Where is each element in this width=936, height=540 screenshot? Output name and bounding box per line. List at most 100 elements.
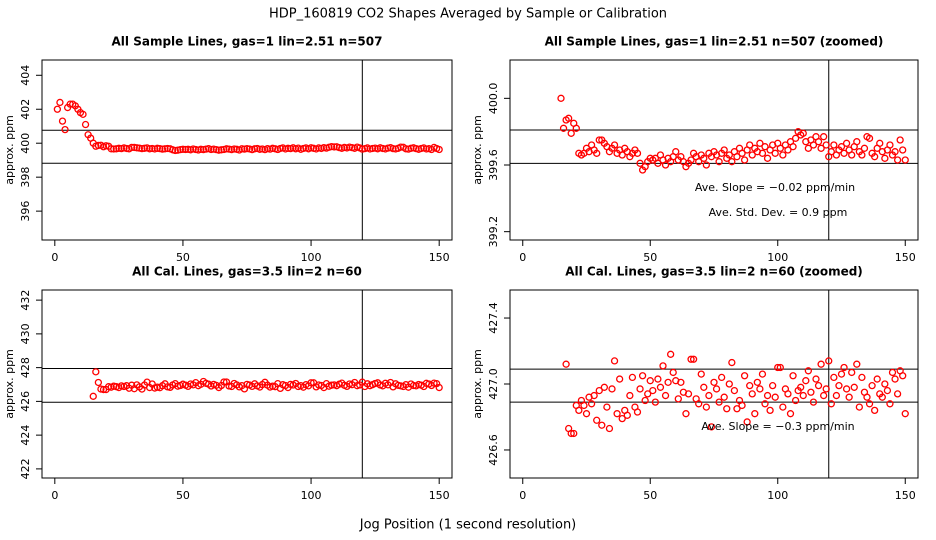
point — [626, 391, 634, 400]
point — [661, 391, 670, 400]
annotation: Ave. Slope = −0.3 ppm/min — [701, 420, 854, 433]
point — [840, 363, 848, 372]
point — [140, 144, 149, 152]
point — [720, 146, 728, 154]
point — [893, 156, 902, 164]
point — [435, 383, 443, 392]
point — [848, 368, 856, 377]
point — [707, 423, 716, 431]
point — [705, 391, 713, 400]
point — [802, 377, 810, 385]
point — [761, 143, 769, 151]
point — [763, 391, 772, 400]
point — [623, 411, 631, 419]
point — [715, 398, 723, 406]
point — [595, 386, 603, 395]
x-tick-label: 50 — [176, 251, 190, 264]
y-tick-label: 424 — [19, 425, 32, 446]
point — [633, 149, 642, 157]
point — [753, 378, 761, 387]
point — [176, 146, 185, 154]
point — [659, 362, 667, 370]
point — [667, 350, 675, 358]
point — [871, 406, 879, 415]
x-tick-label: 50 — [643, 251, 657, 264]
point — [733, 405, 741, 413]
x-tick-label: 100 — [301, 251, 322, 264]
point — [728, 158, 736, 166]
point — [220, 378, 228, 386]
x-tick-label: 0 — [51, 251, 58, 264]
point — [687, 355, 695, 363]
point — [608, 385, 616, 393]
point — [179, 145, 187, 153]
point — [873, 375, 881, 383]
point — [307, 379, 315, 387]
y-axis-label: approx. ppm — [471, 349, 484, 419]
point — [327, 142, 336, 151]
point — [888, 368, 897, 377]
point — [863, 393, 871, 401]
point — [610, 357, 619, 365]
point — [115, 144, 123, 152]
point — [827, 148, 835, 156]
point — [738, 401, 746, 410]
point — [89, 392, 97, 400]
point — [613, 410, 621, 418]
point — [79, 110, 87, 118]
point — [646, 377, 654, 385]
point — [835, 381, 843, 390]
point — [799, 129, 807, 137]
point — [327, 381, 336, 389]
point — [789, 372, 797, 380]
point — [738, 149, 746, 157]
point — [776, 144, 784, 152]
point — [654, 159, 662, 167]
point — [616, 375, 624, 383]
point — [771, 393, 779, 401]
point — [107, 145, 115, 153]
point — [153, 144, 161, 152]
y-tick-label: 428 — [19, 357, 32, 378]
point — [94, 378, 103, 387]
point — [222, 145, 231, 153]
point — [784, 146, 792, 154]
point — [243, 144, 251, 153]
point — [256, 145, 264, 153]
point — [865, 400, 874, 408]
x-tick-label: 50 — [643, 489, 657, 502]
point — [593, 416, 601, 424]
point — [677, 378, 685, 387]
point — [763, 154, 772, 162]
plot-area — [510, 290, 918, 478]
point — [710, 378, 718, 387]
panel-title: All Cal. Lines, gas=3.5 lin=2 n=60 (zoom… — [565, 265, 863, 279]
y-tick-label: 430 — [19, 323, 32, 344]
point — [330, 143, 338, 151]
point — [618, 414, 626, 423]
point — [712, 385, 721, 393]
point — [855, 403, 863, 411]
y-axis-label: approx. ppm — [3, 115, 16, 185]
point — [700, 154, 708, 162]
point — [893, 390, 902, 398]
point — [842, 385, 851, 393]
point — [700, 383, 708, 391]
point — [728, 358, 736, 367]
point — [562, 360, 570, 368]
point — [791, 134, 800, 142]
point — [804, 367, 812, 375]
point — [171, 146, 179, 155]
point — [832, 391, 841, 400]
point — [850, 383, 858, 391]
y-tick-label: 402 — [19, 99, 32, 120]
point — [899, 146, 907, 154]
x-tick-label: 0 — [519, 251, 526, 264]
point — [702, 403, 710, 411]
point — [238, 145, 246, 153]
point — [779, 403, 787, 411]
point — [651, 398, 659, 406]
point — [723, 405, 731, 413]
plot-frame — [41, 59, 453, 241]
